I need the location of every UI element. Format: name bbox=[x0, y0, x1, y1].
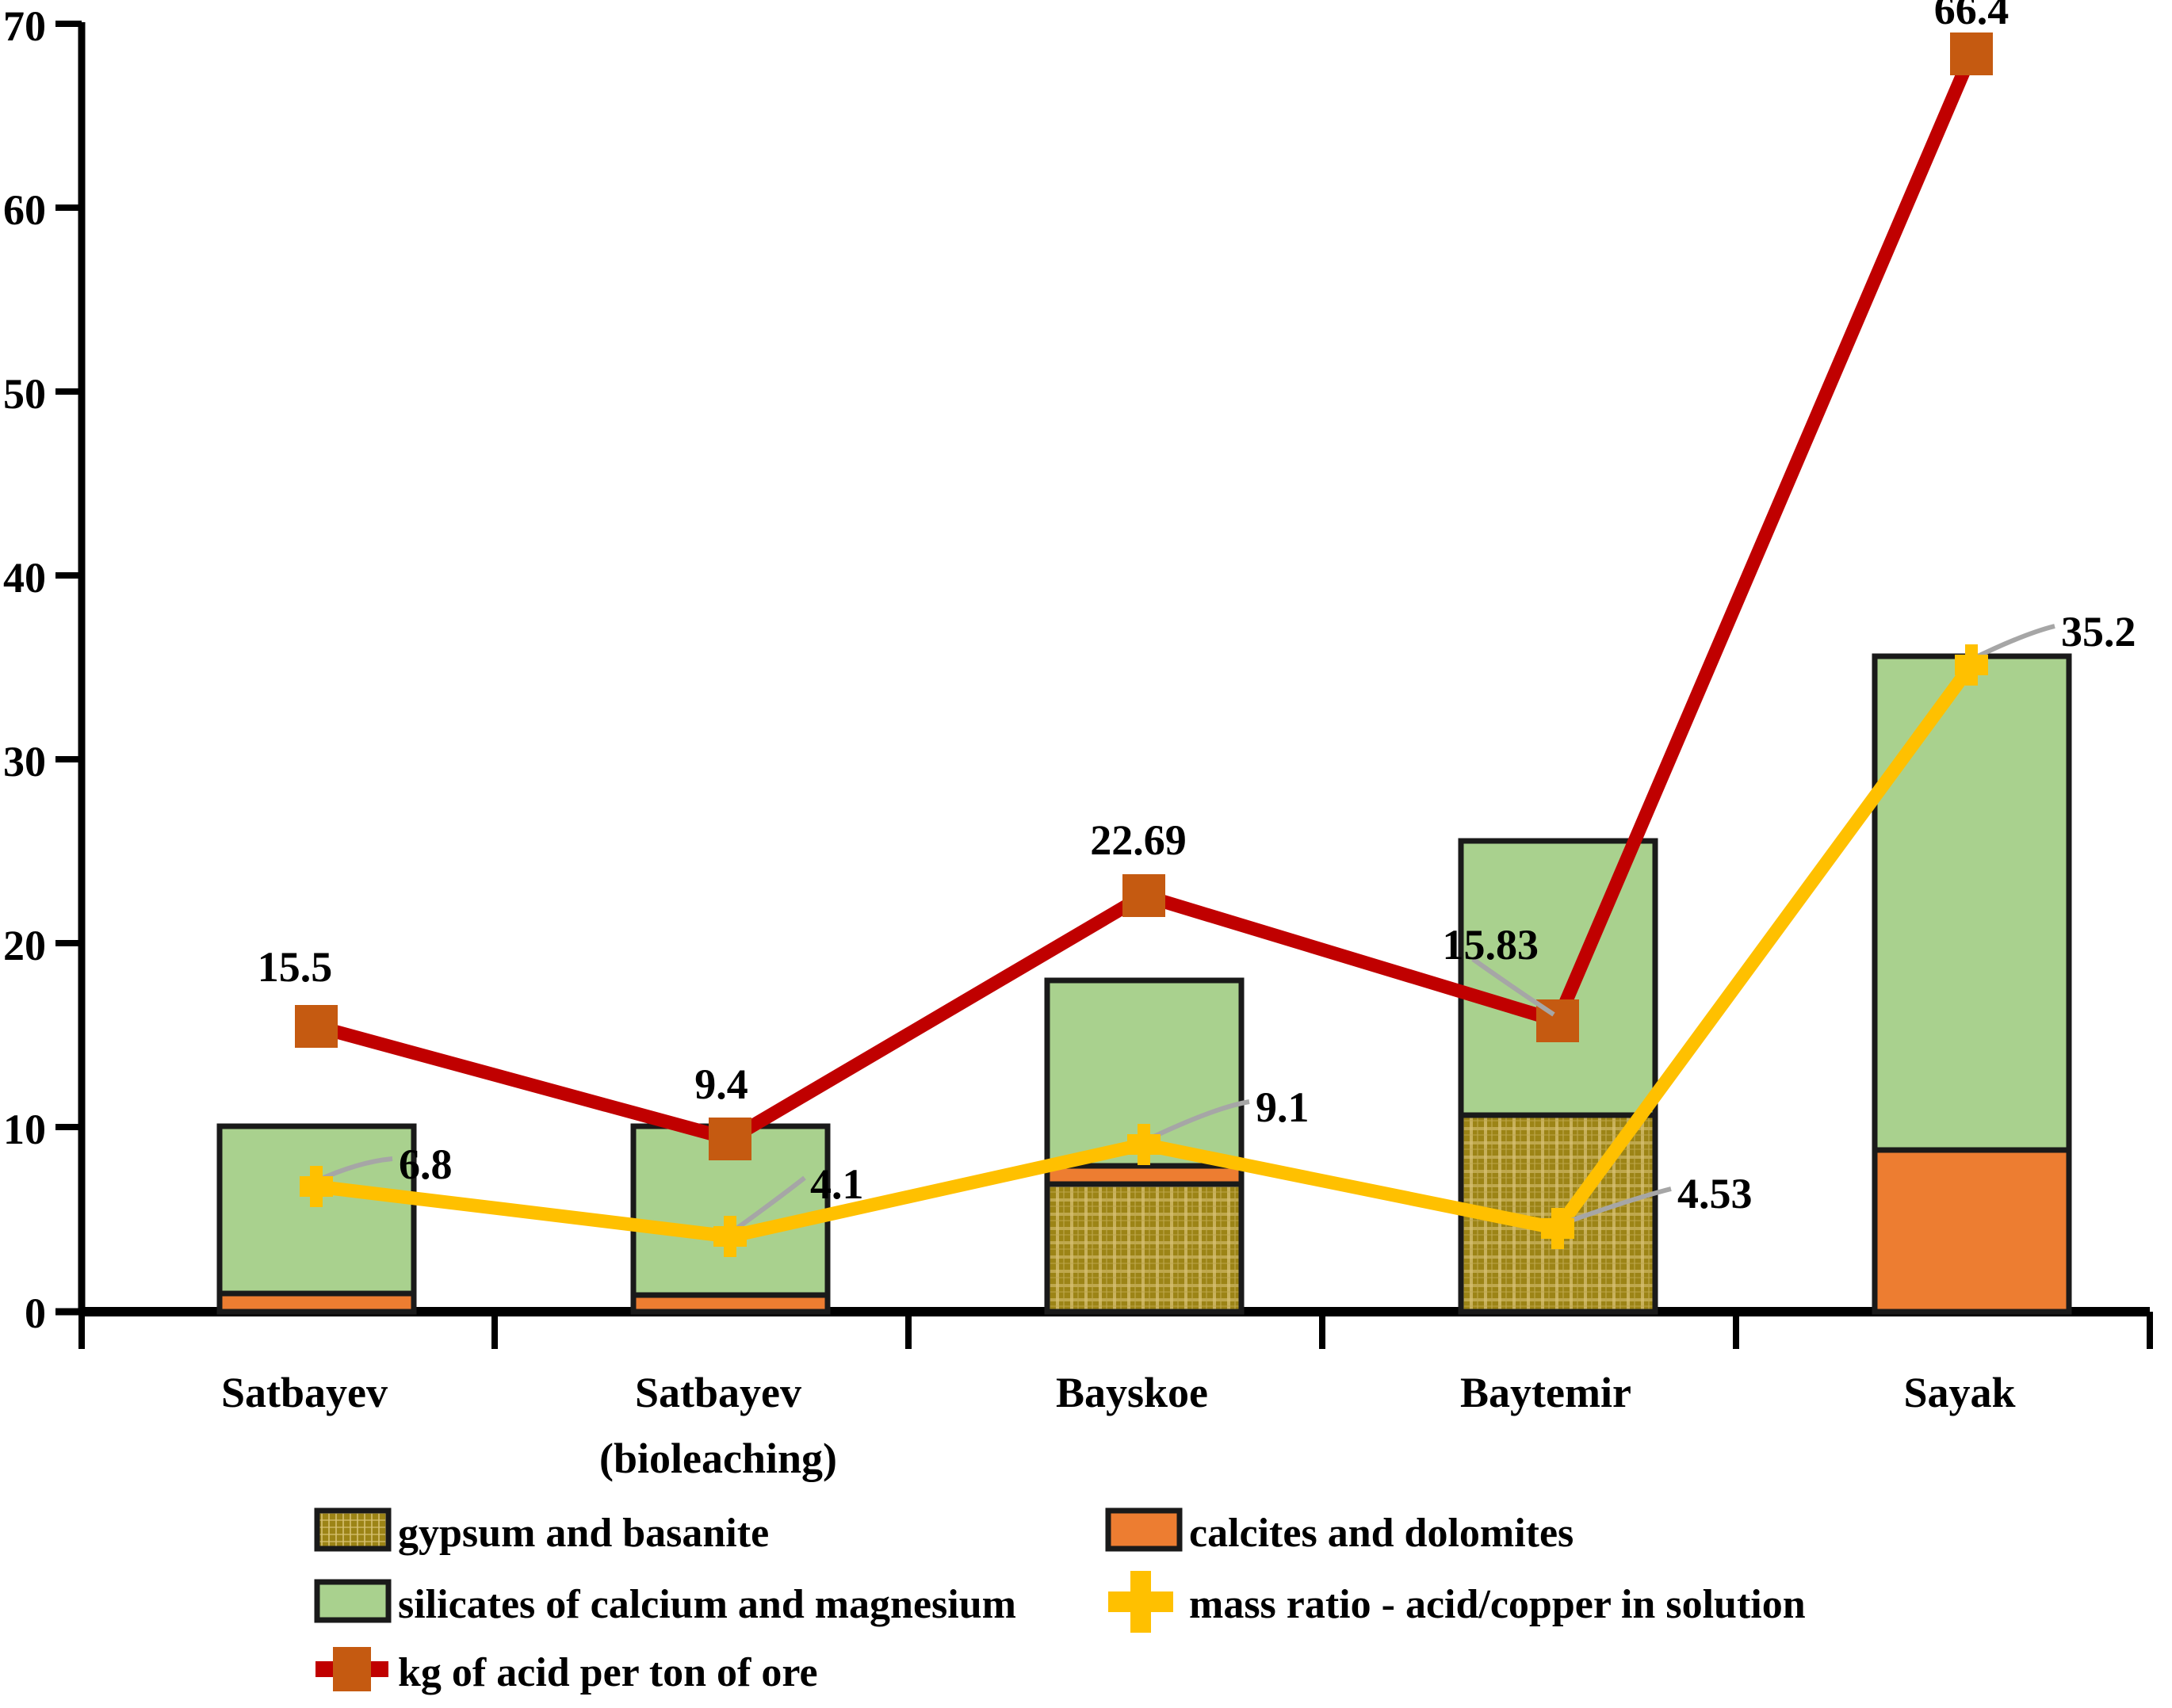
legend-item-gypsum[interactable]: gypsum and basanite bbox=[314, 1507, 769, 1556]
mass-ratio-marker[interactable] bbox=[713, 1216, 747, 1257]
mass-ratio-marker[interactable] bbox=[1127, 1124, 1161, 1165]
y-axis-tick-labels: 0 10 20 30 40 50 60 70 bbox=[3, 2, 46, 1337]
x-category-label-sayak: Sayak bbox=[1903, 1369, 2015, 1416]
data-label-massratio-bayskoe: 9.1 bbox=[1256, 1083, 1310, 1131]
x-category-label-satbayev-bioleaching-line2: (bioleaching) bbox=[599, 1435, 837, 1482]
mass-ratio-data-labels: 6.8 4.1 9.1 4.53 35.2 bbox=[399, 608, 2136, 1217]
leader-line-massratio-4 bbox=[1556, 1186, 1672, 1228]
acid-per-ton-swatch-icon bbox=[315, 1647, 388, 1691]
y-tick-label-20: 20 bbox=[3, 922, 46, 969]
bar-segment-silicates[interactable] bbox=[1458, 838, 1658, 1118]
y-tick-label-10: 10 bbox=[3, 1106, 46, 1153]
x-category-label-bayskoe: Bayskoe bbox=[1056, 1369, 1208, 1416]
acid-per-ton-line-series[interactable] bbox=[295, 32, 1993, 1160]
bar-segment-gypsum[interactable] bbox=[1044, 1181, 1245, 1315]
data-label-massratio-satbayev: 6.8 bbox=[399, 1141, 453, 1188]
acid-per-ton-marker[interactable] bbox=[709, 1118, 751, 1160]
data-label-massratio-baytemir: 4.53 bbox=[1677, 1170, 1753, 1217]
legend-label-mass-ratio: mass ratio - acid/copper in solution bbox=[1189, 1582, 1806, 1627]
acid-per-ton-marker[interactable] bbox=[1122, 874, 1165, 917]
bar-group-bayskoe[interactable] bbox=[1044, 977, 1245, 1315]
x-axis-ticks bbox=[78, 1312, 2153, 1349]
y-tick-label-60: 60 bbox=[3, 186, 46, 234]
silicates-swatch-icon bbox=[314, 1579, 392, 1623]
y-tick-label-50: 50 bbox=[3, 370, 46, 418]
data-label-acid-bayskoe: 22.69 bbox=[1090, 816, 1187, 864]
legend-item-calcites[interactable]: calcites and dolomites bbox=[1105, 1507, 1574, 1556]
x-category-label-baytemir: Baytemir bbox=[1460, 1369, 1631, 1416]
legend-label-gypsum: gypsum and basanite bbox=[398, 1511, 769, 1556]
bar-segment-silicates[interactable] bbox=[216, 1123, 417, 1297]
bar-group-sayak[interactable] bbox=[1872, 653, 2072, 1315]
y-tick-label-40: 40 bbox=[3, 554, 46, 602]
legend-item-mass-ratio[interactable]: mass ratio - acid/copper in solution bbox=[1108, 1571, 1806, 1633]
data-label-acid-satbayev: 15.5 bbox=[258, 943, 333, 991]
legend-label-acid-per-ton: kg of acid per ton of ore bbox=[398, 1650, 818, 1695]
data-label-acid-baytemir: 15.83 bbox=[1443, 921, 1539, 969]
x-category-label-satbayev: Satbayev bbox=[221, 1369, 388, 1416]
mass-ratio-marker[interactable] bbox=[300, 1166, 333, 1207]
acid-per-ton-marker[interactable] bbox=[1950, 32, 1993, 75]
x-category-label-satbayev-bioleaching: Satbayev bbox=[635, 1369, 801, 1416]
y-axis: 0 10 20 30 40 50 60 70 bbox=[3, 2, 86, 1337]
data-label-acid-satbayev-bioleaching: 9.4 bbox=[694, 1060, 748, 1108]
legend-item-silicates[interactable]: silicates of calcium and magnesium bbox=[314, 1579, 1016, 1627]
legend-label-silicates: silicates of calcium and magnesium bbox=[398, 1582, 1016, 1627]
x-axis-category-labels: Satbayev Satbayev (bioleaching) Bayskoe … bbox=[221, 1369, 2016, 1482]
y-axis-ticks bbox=[55, 21, 82, 1316]
y-tick-label-70: 70 bbox=[3, 2, 46, 50]
chart-legend: gypsum and basanite calcites and dolomit… bbox=[314, 1507, 1806, 1695]
acid-per-ton-polyline[interactable] bbox=[314, 51, 1978, 1147]
x-axis bbox=[78, 1307, 2153, 1349]
leader-line-acid-4 bbox=[1471, 957, 1555, 1017]
mass-ratio-marker[interactable] bbox=[1955, 644, 1988, 686]
acid-data-labels: 15.5 9.4 22.69 15.83 66.4 bbox=[258, 0, 2009, 1108]
acid-per-ton-marker[interactable] bbox=[295, 1005, 338, 1048]
data-label-massratio-sayak: 35.2 bbox=[2061, 608, 2136, 655]
mass-ratio-line-series[interactable] bbox=[300, 624, 2055, 1257]
leader-line-massratio-2 bbox=[728, 1175, 806, 1236]
calcites-swatch-icon bbox=[1105, 1507, 1183, 1552]
mass-ratio-swatch-icon bbox=[1108, 1571, 1173, 1633]
data-label-massratio-satbayev-bioleaching: 4.1 bbox=[810, 1160, 864, 1208]
gypsum-swatch-icon bbox=[314, 1507, 392, 1552]
leader-line-massratio-5 bbox=[1970, 624, 2055, 662]
y-tick-label-0: 0 bbox=[25, 1290, 46, 1337]
bar-segment-silicates[interactable] bbox=[1872, 653, 2072, 1153]
y-tick-label-30: 30 bbox=[3, 738, 46, 785]
bar-segment-calcites[interactable] bbox=[1872, 1147, 2072, 1315]
mass-ratio-marker[interactable] bbox=[1541, 1208, 1574, 1249]
legend-item-acid-per-ton[interactable]: kg of acid per ton of ore bbox=[315, 1647, 818, 1695]
data-label-acid-sayak: 66.4 bbox=[1934, 0, 2009, 33]
legend-label-calcites: calcites and dolomites bbox=[1189, 1511, 1574, 1556]
bar-group-satbayev[interactable] bbox=[216, 1123, 417, 1315]
